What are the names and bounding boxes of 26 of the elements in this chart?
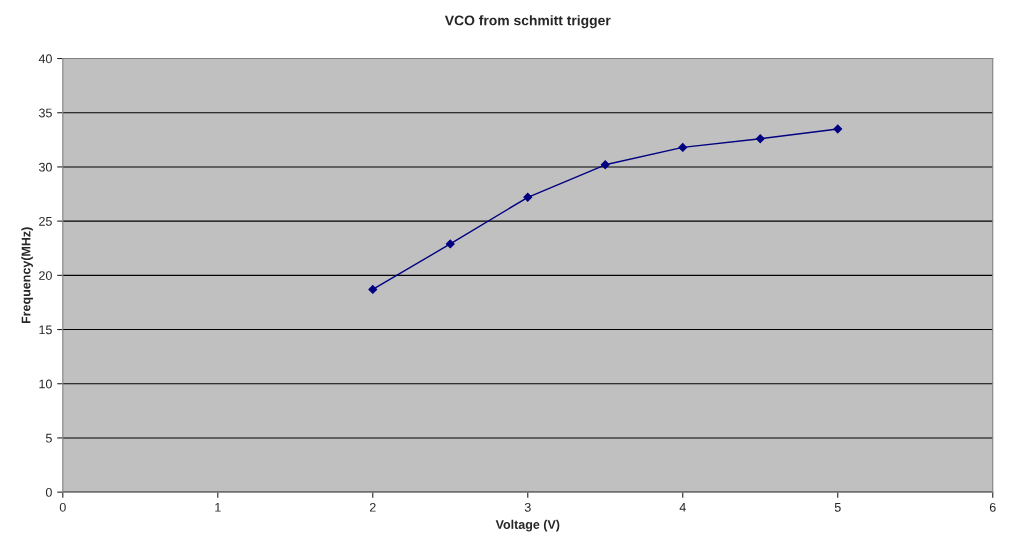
y-tick-label: 30 <box>38 162 52 172</box>
y-tick-label: 5 <box>45 433 52 443</box>
x-tick-label: 1 <box>215 503 221 512</box>
x-tick-label: 5 <box>834 503 841 512</box>
point <box>523 192 533 202</box>
x-tick-label: 2 <box>369 502 376 512</box>
x-tick-label: 3 <box>524 502 531 512</box>
x-tick-label: 6 <box>989 502 996 512</box>
y-tick-label: 40 <box>38 54 52 64</box>
chart-title: VCO from schmitt trigger <box>444 15 611 29</box>
point <box>833 124 843 134</box>
x-tick-label: 0 <box>59 502 66 512</box>
y-tick-label: 25 <box>39 216 52 226</box>
point <box>368 284 378 294</box>
point <box>600 160 610 170</box>
y-tick-label: 20 <box>39 271 52 280</box>
x-tick-label: 4 <box>679 503 686 512</box>
y-tick-label: 0 <box>45 487 52 497</box>
point <box>445 239 455 249</box>
y-tick-label: 15 <box>39 325 52 335</box>
point <box>755 134 765 144</box>
y-tick-label: 35 <box>38 108 52 118</box>
x-axis-title: Voltage (V) <box>495 519 560 532</box>
y-axis-title: Frequency(MHz) <box>21 227 33 324</box>
point <box>678 142 688 152</box>
y-tick-label: 10 <box>39 379 52 389</box>
